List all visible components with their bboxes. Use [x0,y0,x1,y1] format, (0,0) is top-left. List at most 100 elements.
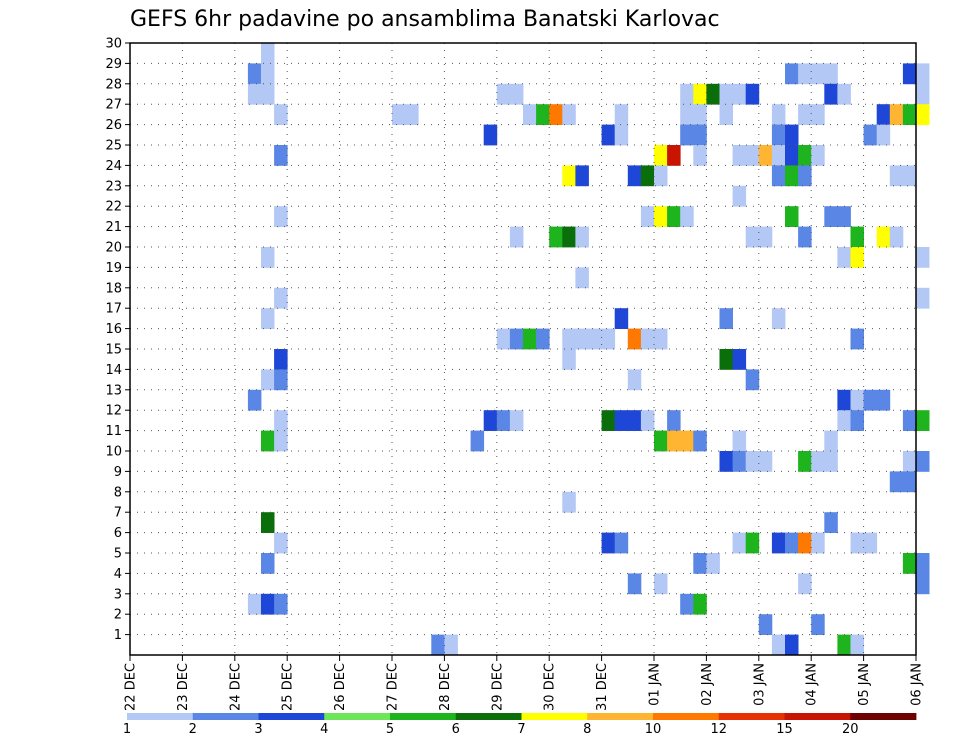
heatmap-cell [261,369,275,391]
heatmap-cell [837,83,851,105]
y-tick-label: 9 [114,465,122,480]
chart-title: GEFS 6hr padavine po ansamblima Banatski… [130,7,720,32]
heatmap-cell [483,124,498,146]
heatmap-cell [693,83,707,105]
heatmap-cell [496,328,511,350]
heatmap-cell [562,491,576,513]
y-tick-label: 30 [105,37,122,52]
heatmap-cell [837,634,851,656]
heatmap-cell [496,410,511,431]
heatmap-cell [824,451,838,472]
heatmap-cell [889,226,904,248]
heatmap-cell [824,83,838,105]
heatmap-cell [706,83,720,105]
heatmap-cell [916,63,930,85]
x-tick-label: 25 DEC [281,663,296,711]
y-tick-label: 14 [105,363,122,378]
heatmap-cell [811,614,825,635]
heatmap-cell [850,410,864,431]
heatmap-cell [274,430,288,452]
heatmap-cell [902,104,917,125]
heatmap-cell [719,308,733,329]
y-axis: 1234567891011121314151617181920212223242… [105,37,130,643]
heatmap-cell [785,165,799,187]
heatmap-cell [667,430,681,452]
colorbar-swatch [587,713,654,720]
colorbar-swatch [850,713,917,720]
heatmap-cell [745,369,760,391]
heatmap-cell [247,63,262,85]
heatmap-cell [392,104,406,125]
colorbar-swatch [258,713,325,720]
colorbar-tick-label: 3 [254,722,262,737]
heatmap-cell [771,308,786,329]
heatmap-cell [261,63,275,85]
heatmap-cell [811,104,825,125]
heatmap-cell [627,369,642,391]
heatmap-cell [444,634,458,656]
heatmap-cell [640,410,655,431]
colorbar-swatch [390,713,457,720]
heatmap-cell [902,410,917,431]
heatmap-cell [562,328,576,350]
x-tick-label: 28 DEC [438,663,453,711]
heatmap-cell [274,287,288,309]
heatmap-cell [745,532,760,554]
heatmap-cell [850,634,864,656]
colorbar-tick-label: 12 [710,722,727,737]
heatmap-cell [654,328,668,350]
y-tick-label: 10 [105,445,122,460]
heatmap-cell [850,389,864,411]
heatmap-cells [247,43,930,656]
heatmap-cell [785,532,799,554]
heatmap-cell [798,451,812,472]
heatmap-cell [654,165,668,187]
heatmap-cell [771,634,786,656]
heatmap-cell [916,451,930,472]
heatmap-cell [614,308,629,329]
heatmap-cell [876,104,891,125]
heatmap-cell [509,328,524,350]
heatmap-cell [732,430,747,452]
heatmap-cell [261,83,275,105]
y-tick-label: 15 [105,343,122,358]
heatmap-cell [261,593,275,615]
heatmap-cell [614,124,629,146]
heatmap-cell [509,83,524,105]
heatmap-cell [824,512,838,533]
y-tick-label: 24 [105,159,122,174]
heatmap-cell [654,145,668,166]
colorbar-swatch [455,713,522,720]
heatmap-cell [562,226,576,248]
heatmap-cell [902,63,917,85]
colorbar-tick-label: 7 [517,722,525,737]
heatmap-cell [719,104,733,125]
heatmap-cell [680,104,694,125]
heatmap-cell [798,165,812,187]
heatmap-cell [496,83,511,105]
heatmap-cell [837,247,851,268]
heatmap-cell [523,104,537,125]
y-tick-label: 16 [105,322,122,337]
heatmap-cell [274,532,288,554]
heatmap-cell [771,145,786,166]
colorbar-tick-label: 2 [189,722,197,737]
heatmap-cell [680,593,694,615]
colorbar-swatch [521,713,588,720]
colorbar-swatch [192,713,259,720]
x-tick-label: 24 DEC [228,663,243,711]
heatmap-cell [627,573,642,595]
heatmap-cell [902,165,917,187]
heatmap-cell [261,247,275,268]
heatmap-cell [876,389,891,411]
heatmap-cell [837,206,851,227]
colorbar-tick-label: 4 [320,722,328,737]
heatmap-cell [247,593,262,615]
heatmap-cell [798,104,812,125]
heatmap-cell [798,226,812,248]
heatmap-cell [902,553,917,574]
heatmap-cell [758,145,773,166]
heatmap-cell [745,145,760,166]
heatmap-cell [902,451,917,472]
heatmap-cell [680,124,694,146]
